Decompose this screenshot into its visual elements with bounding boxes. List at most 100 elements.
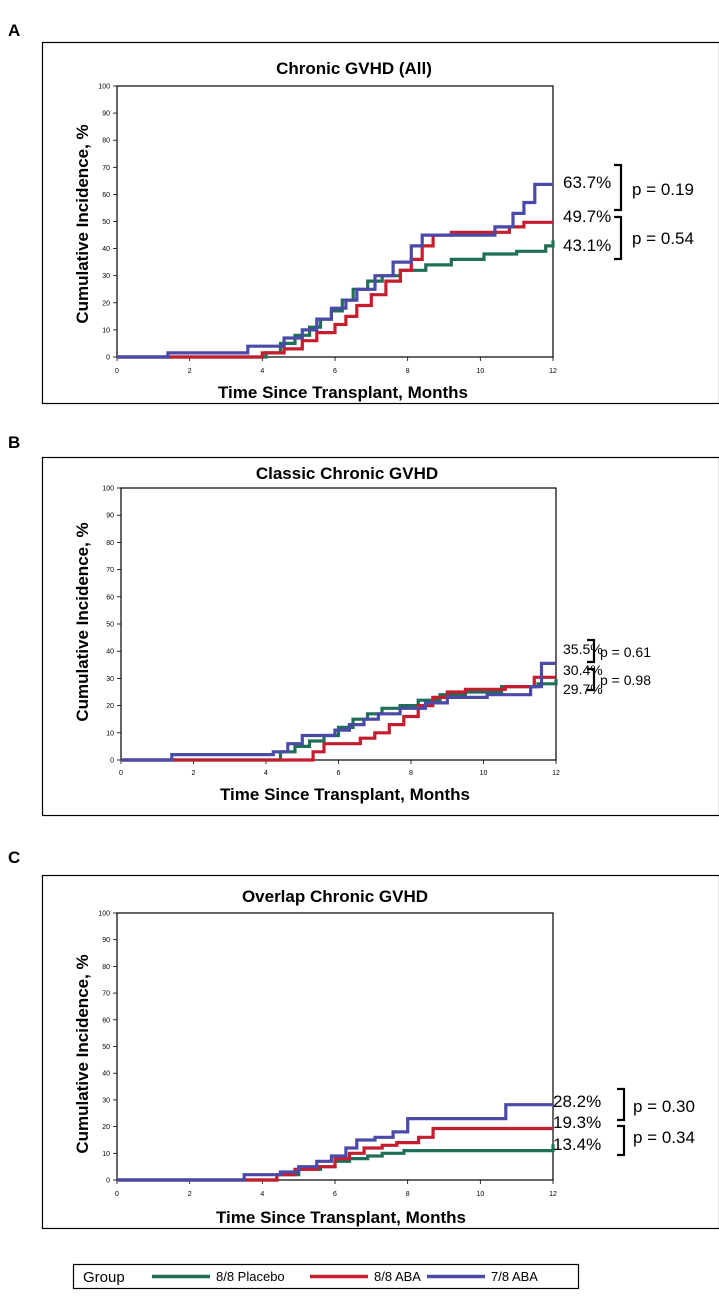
x-tick-label: 8 [406,368,410,375]
x-tick-label: 12 [549,368,557,375]
x-tick-label: 12 [552,770,560,777]
y-tick-label: 20 [106,703,114,710]
y-axis-label: Cumulative Incidence, % [73,954,92,1153]
p-value-label: p = 0.61 [600,644,651,660]
chart-title: Classic Chronic GVHD [256,464,438,483]
panel-border [41,456,719,817]
y-tick-label: 100 [102,486,114,493]
x-tick-label: 2 [192,770,196,777]
y-tick-label: 10 [106,730,114,737]
y-tick-label: 90 [102,111,110,118]
y-tick-label: 70 [106,567,114,574]
p-value-label: p = 0.34 [633,1128,695,1147]
chart-title: Overlap Chronic GVHD [242,887,428,906]
endpoint-label: 19.3% [553,1113,601,1132]
x-tick-label: 8 [409,770,413,777]
endpoint-label: 63.7% [563,173,611,192]
x-tick-label: 4 [260,368,264,375]
x-tick-label: 6 [333,368,337,375]
series-line-placebo [121,679,558,762]
series-line-placebo [117,240,555,359]
plot-area [116,912,554,1181]
x-tick-label: 10 [480,770,488,777]
y-tick-label: 40 [102,246,110,253]
comparison-bracket [587,667,596,692]
y-tick-label: 40 [102,1071,110,1078]
x-axis-label: Time Since Transplant, Months [218,383,468,402]
panel-border [41,41,719,405]
x-axis-label: Time Since Transplant, Months [220,785,470,804]
y-axis-label: Cumulative Incidence, % [73,124,92,323]
panel-letter: B [8,433,20,452]
series-line-aba88 [121,675,556,762]
p-value-label: p = 0.98 [600,672,651,688]
legend-entry-label: 8/8 Placebo [216,1269,285,1284]
endpoint-label: 49.7% [563,207,611,226]
endpoint-label: 35.5% [563,641,603,657]
x-tick-label: 0 [115,1191,119,1198]
panel-b: B Classic Chronic GVHD Cumulative Incidenc… [8,433,719,817]
endpoint-label: 29.7% [563,681,603,697]
panel-letter: A [8,21,20,40]
y-tick-label: 20 [102,300,110,307]
p-value-label: p = 0.54 [632,229,694,248]
y-tick-label: 0 [110,758,114,765]
y-tick-label: 80 [102,964,110,971]
y-tick-label: 70 [102,165,110,172]
y-axis-label: Cumulative Incidence, % [73,522,92,721]
series-line-aba78 [117,182,553,359]
x-tick-label: 6 [337,770,341,777]
panel-a: A Chronic GVHD (All) Cumulative Incidence,… [8,21,719,405]
y-tick-label: 10 [102,1151,110,1158]
endpoint-label: 28.2% [553,1092,601,1111]
comparison-bracket [617,1087,626,1122]
x-tick-label: 8 [406,1191,410,1198]
panel-c: C Overlap Chronic GVHD Cumulative Incidenc… [8,848,719,1230]
plot-area [116,85,554,358]
x-tick-label: 10 [476,1191,484,1198]
y-tick-label: 60 [102,192,110,199]
y-tick-label: 80 [106,540,114,547]
y-tick-label: 10 [102,327,110,334]
y-tick-label: 100 [98,84,110,91]
endpoint-label: 43.1% [563,236,611,255]
y-tick-label: 30 [106,676,114,683]
x-tick-label: 4 [260,1191,264,1198]
comparison-bracket [617,1124,626,1157]
x-tick-label: 0 [115,368,119,375]
series-line-aba88 [117,220,553,359]
comparison-bracket [614,163,623,212]
y-tick-label: 20 [102,1124,110,1131]
plot-area [120,487,557,761]
legend-title: Group [83,1269,125,1286]
x-tick-label: 2 [188,368,192,375]
x-tick-label: 10 [476,368,484,375]
y-tick-label: 30 [102,1097,110,1104]
panel-border [41,874,719,1230]
x-tick-label: 4 [264,770,268,777]
y-tick-label: 50 [106,622,114,629]
y-tick-label: 40 [106,649,114,656]
y-tick-label: 60 [106,594,114,601]
chart-title: Chronic GVHD (All) [276,59,432,78]
y-tick-label: 50 [102,1044,110,1051]
x-axis-label: Time Since Transplant, Months [216,1208,466,1227]
x-tick-label: 12 [549,1191,557,1198]
p-value-label: p = 0.30 [633,1097,695,1116]
panel-letter: C [8,848,20,867]
y-tick-label: 70 [102,991,110,998]
y-tick-label: 0 [106,1178,110,1185]
series-line-aba78 [121,661,556,762]
legend-entry-label: 8/8 ABA [374,1269,421,1284]
endpoint-label: 13.4% [553,1135,601,1154]
legend-entry-label: 7/8 ABA [491,1269,538,1284]
y-tick-label: 0 [106,355,110,362]
comparison-bracket [614,215,623,261]
p-value-label: p = 0.19 [632,180,694,199]
endpoint-label: 30.4% [563,662,603,678]
y-tick-label: 100 [98,911,110,918]
series-line-aba88 [117,1126,553,1182]
comparison-bracket [587,638,596,664]
legend: Group 8/8 Placebo 8/8 ABA 7/8 ABA [72,1263,580,1290]
